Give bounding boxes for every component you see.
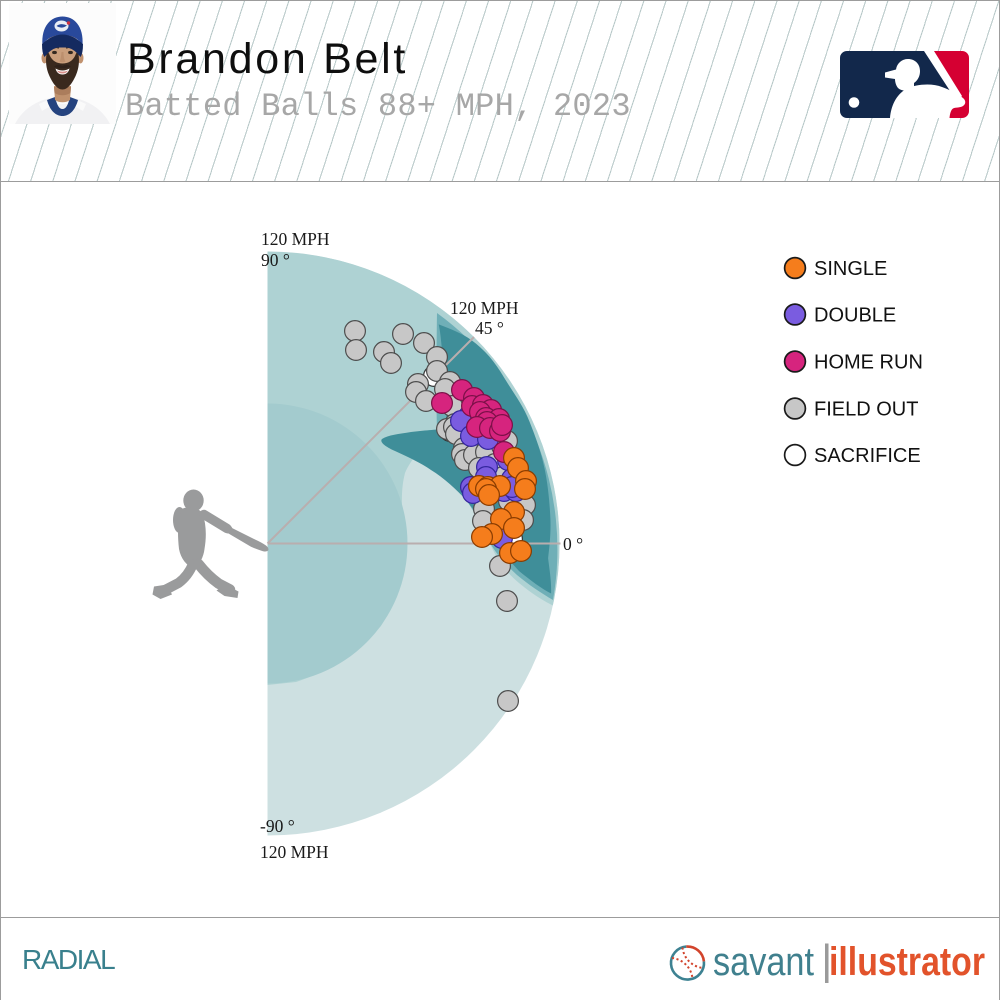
- svg-text:-90 °: -90 °: [260, 816, 295, 836]
- svg-text:120 MPH: 120 MPH: [260, 842, 329, 862]
- svg-text:0 °: 0 °: [563, 534, 583, 554]
- svg-text:SINGLE: SINGLE: [814, 258, 887, 280]
- svg-text:90 °: 90 °: [261, 250, 290, 270]
- svg-text:SACRIFICE: SACRIFICE: [814, 445, 921, 467]
- svg-text:savant: savant: [713, 940, 814, 984]
- svg-text:DOUBLE: DOUBLE: [814, 305, 896, 327]
- svg-text:HOME RUN: HOME RUN: [814, 352, 923, 374]
- svg-text:120 MPH: 120 MPH: [261, 229, 330, 249]
- svg-text:45 °: 45 °: [475, 318, 504, 338]
- svg-text:FIELD OUT: FIELD OUT: [814, 399, 918, 421]
- svg-text:120 MPH: 120 MPH: [450, 298, 519, 318]
- svg-text:illustrator: illustrator: [829, 940, 985, 984]
